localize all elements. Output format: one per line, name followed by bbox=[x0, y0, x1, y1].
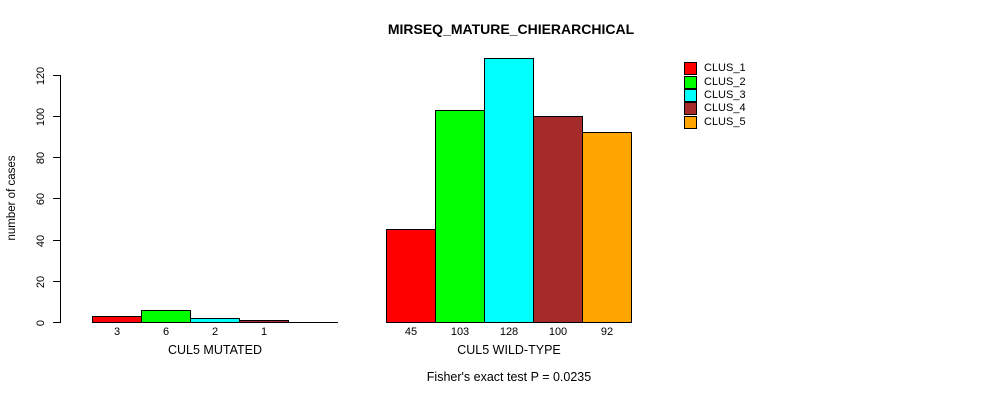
legend: CLUS_1 CLUS_2 CLUS_3 CLUS_4 CLUS_5 bbox=[684, 62, 746, 129]
y-axis-label: number of cases bbox=[6, 155, 18, 241]
bar-value-label: 103 bbox=[450, 326, 470, 338]
bar-value-label: 45 bbox=[404, 326, 418, 338]
y-tick-label: 60 bbox=[35, 192, 47, 205]
legend-item-clus_1: CLUS_1 bbox=[684, 62, 746, 76]
legend-label: CLUS_4 bbox=[704, 102, 746, 115]
y-axis-tick bbox=[53, 116, 61, 117]
bar-value-label: 3 bbox=[113, 326, 121, 338]
legend-item-clus_5: CLUS_5 bbox=[684, 115, 746, 129]
y-tick-label: 120 bbox=[35, 66, 47, 85]
bar-clus_5-wildtype bbox=[582, 132, 632, 323]
x-group-label-mutated: CUL5 MUTATED bbox=[168, 343, 262, 357]
chart-title: MIRSEQ_MATURE_CHIERARCHICAL bbox=[387, 21, 635, 37]
y-tick-label: 0 bbox=[35, 319, 47, 326]
y-axis-tick bbox=[53, 281, 61, 282]
bar-value-label: 92 bbox=[600, 326, 614, 338]
y-axis-tick bbox=[53, 75, 61, 76]
legend-swatch-clus_1 bbox=[684, 62, 697, 76]
bar-clus_5-mutated bbox=[288, 322, 338, 323]
bar-clus_2-mutated bbox=[141, 310, 191, 323]
legend-item-clus_4: CLUS_4 bbox=[684, 102, 746, 116]
legend-label: CLUS_1 bbox=[704, 62, 746, 75]
y-axis-tick bbox=[53, 240, 61, 241]
fisher-test-annotation: Fisher's exact test P = 0.0235 bbox=[426, 370, 592, 384]
legend-swatch-clus_4 bbox=[684, 102, 697, 116]
bar-clus_4-wildtype bbox=[533, 116, 583, 323]
bar-value-label: 2 bbox=[211, 326, 219, 338]
y-tick-label: 80 bbox=[35, 151, 47, 164]
y-tick-label: 20 bbox=[35, 275, 47, 288]
y-axis-tick bbox=[53, 198, 61, 199]
legend-label: CLUS_3 bbox=[704, 88, 746, 101]
bar-clus_3-wildtype bbox=[484, 58, 534, 323]
legend-swatch-clus_2 bbox=[684, 75, 697, 89]
bar-clus_1-wildtype bbox=[386, 229, 436, 323]
x-group-label-wildtype: CUL5 WILD-TYPE bbox=[457, 343, 561, 357]
y-tick-label: 40 bbox=[35, 234, 47, 247]
legend-label: CLUS_5 bbox=[704, 115, 746, 128]
legend-label: CLUS_2 bbox=[704, 75, 746, 88]
legend-swatch-clus_5 bbox=[684, 115, 697, 129]
legend-item-clus_3: CLUS_3 bbox=[684, 88, 746, 102]
bar-value-label: 128 bbox=[499, 326, 519, 338]
bar-value-label: 1 bbox=[260, 326, 268, 338]
bar-clus_2-wildtype bbox=[435, 110, 485, 323]
bar-value-label: 6 bbox=[162, 326, 170, 338]
y-axis-line bbox=[60, 75, 61, 323]
bar-clus_3-mutated bbox=[190, 318, 240, 323]
legend-item-clus_2: CLUS_2 bbox=[684, 75, 746, 89]
y-axis-tick bbox=[53, 322, 61, 323]
bar-clus_4-mutated bbox=[239, 320, 289, 323]
bar-value-label: 100 bbox=[548, 326, 568, 338]
y-tick-label: 100 bbox=[35, 107, 47, 126]
bar-clus_1-mutated bbox=[92, 316, 142, 323]
y-axis-tick bbox=[53, 157, 61, 158]
legend-swatch-clus_3 bbox=[684, 88, 697, 102]
